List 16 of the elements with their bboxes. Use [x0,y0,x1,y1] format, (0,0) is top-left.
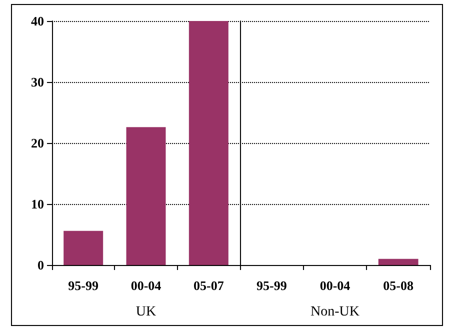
x-tick-label: 05-08 [383,278,414,293]
x-tick-label: 00-04 [130,278,162,293]
bar [64,230,104,265]
bar [188,21,228,265]
y-tick-label: 0 [38,258,44,272]
y-tick-label: 40 [31,14,44,28]
x-tick-label: 95-99 [256,278,288,293]
x-axis-title: UK [136,304,156,320]
x-tick-label: 05-07 [193,278,224,293]
x-tick-label: 00-04 [320,278,351,293]
x-axis-title: Non-UK [310,304,360,320]
y-tick-label: 10 [31,196,44,212]
x-tick-label: 95-99 [68,278,99,293]
y-tick-label: 30 [31,74,44,90]
y-tick-label: 20 [31,136,44,150]
bar [126,127,166,265]
